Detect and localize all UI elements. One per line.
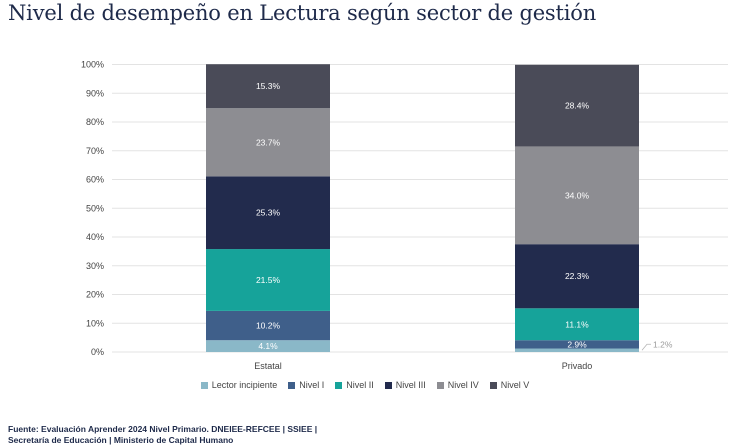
bar-segment — [515, 348, 639, 352]
y-tick-label: 90% — [86, 88, 104, 98]
data-label: 2.9% — [567, 339, 587, 349]
data-label: 15.3% — [256, 81, 281, 91]
y-tick-label: 50% — [86, 203, 104, 213]
legend-item: Nivel IV — [436, 380, 479, 390]
bar-segment — [515, 340, 639, 349]
source-note: Fuente: Evaluación Aprender 2024 Nivel P… — [8, 424, 428, 446]
y-tick-label: 30% — [86, 261, 104, 271]
legend-item: Lector incipiente — [200, 380, 278, 390]
bar-segment — [515, 244, 639, 309]
data-label-leader — [641, 343, 651, 351]
legend-swatch — [384, 381, 392, 389]
legend-label: Lector incipiente — [211, 380, 278, 390]
legend-item: Nivel I — [288, 380, 324, 390]
data-label: 4.1% — [258, 341, 278, 351]
data-label: 1.2% — [653, 339, 673, 349]
bar-segment — [206, 176, 330, 250]
source-line-1: Fuente: Evaluación Aprender 2024 Nivel P… — [8, 424, 318, 434]
data-label: 22.3% — [565, 271, 590, 281]
legend-item: Nivel V — [489, 380, 530, 390]
data-label: 25.3% — [256, 208, 281, 218]
data-label: 34.0% — [565, 190, 590, 200]
data-label: 23.7% — [256, 137, 281, 147]
y-tick-label: 0% — [91, 347, 104, 357]
bar-segment — [206, 340, 330, 352]
chart-title: Nivel de desempeño en Lectura según sect… — [8, 1, 597, 25]
legend-swatch — [489, 381, 497, 389]
y-tick-label: 80% — [86, 117, 104, 127]
y-tick-label: 100% — [81, 60, 104, 70]
legend-swatch — [288, 381, 296, 389]
legend-label: Nivel III — [395, 380, 426, 390]
bar-segment — [515, 64, 639, 147]
bar-segment — [206, 310, 330, 341]
data-label: 10.2% — [256, 321, 281, 331]
bar-segment — [206, 108, 330, 177]
legend-swatch — [436, 381, 444, 389]
legend-label: Nivel V — [500, 380, 530, 390]
bar-segment — [515, 308, 639, 341]
data-label: 21.5% — [256, 275, 281, 285]
y-tick-label: 20% — [86, 290, 104, 300]
legend-label: Nivel I — [299, 380, 325, 390]
legend-label: Nivel II — [346, 380, 374, 390]
legend-swatch — [335, 381, 343, 389]
bar-segment — [515, 146, 639, 245]
x-category-label: Privado — [562, 361, 593, 371]
legend-item: Nivel III — [384, 380, 426, 390]
chart-legend: Lector incipiente Nivel I Nivel II Nivel II… — [0, 380, 730, 390]
x-category-label: Estatal — [254, 361, 282, 371]
y-tick-label: 70% — [86, 146, 104, 156]
data-label: 28.4% — [565, 101, 590, 111]
bar-segment — [206, 64, 330, 109]
source-line-2: Secretaría de Educación | Ministerio de … — [8, 435, 234, 445]
data-label: 11.1% — [565, 319, 589, 329]
y-tick-label: 40% — [86, 232, 104, 242]
bar-segment — [206, 249, 330, 311]
y-tick-label: 10% — [86, 318, 104, 328]
y-tick-label: 60% — [86, 175, 104, 185]
legend-swatch — [200, 381, 208, 389]
legend-label: Nivel IV — [447, 380, 479, 390]
legend-item: Nivel II — [335, 380, 374, 390]
